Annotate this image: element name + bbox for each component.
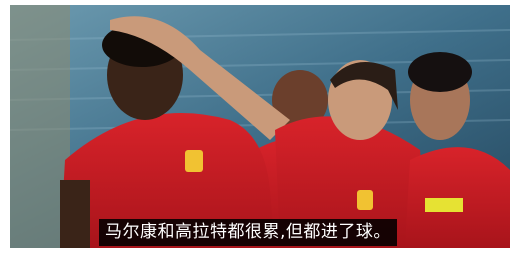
player-hair [408,52,472,92]
club-badge [357,190,373,210]
scene [10,5,510,248]
player-shirt [405,147,510,248]
captain-armband [425,198,463,212]
subtitle-caption: 马尔康和高拉特都很累,但都进了球。 [99,219,397,246]
photo [0,0,519,253]
player-arm [60,180,90,248]
page: {"caption": "马尔康和高拉特都很累,但都进了球。"} [0,0,519,253]
club-badge [185,150,203,172]
